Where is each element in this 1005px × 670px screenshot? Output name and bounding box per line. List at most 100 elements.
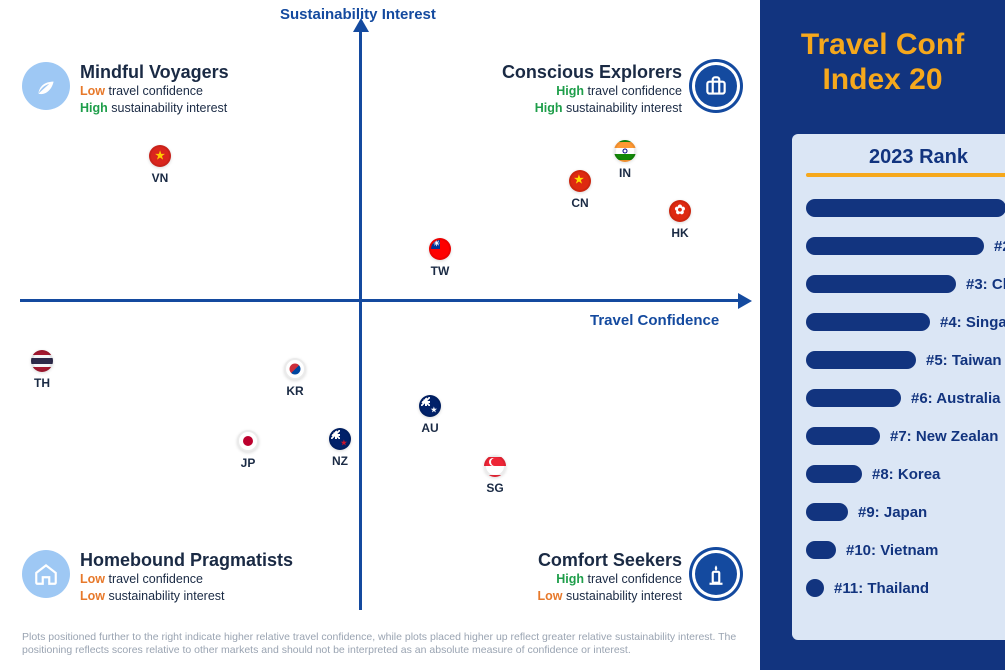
rank-row-1: #1	[806, 189, 1005, 227]
rank-label-4: #4: Singa	[940, 314, 1005, 331]
point-in: IN	[614, 140, 636, 180]
rank-bar-1	[806, 199, 1005, 217]
rank-bar-9	[806, 503, 848, 521]
rank-row-10: #10: Vietnam	[806, 531, 1005, 569]
homebound-title: Homebound Pragmatists	[80, 550, 293, 571]
ranking-rule	[806, 173, 1005, 177]
flag-kr-icon	[284, 358, 306, 380]
ranking-header: 2023 Rank	[806, 146, 1005, 169]
rank-bar-8	[806, 465, 862, 483]
conscious-icon	[692, 62, 740, 110]
quadrant-chart: Sustainability Interest Travel Confidence…	[0, 0, 760, 670]
mindful-sub2: High sustainability interest	[80, 100, 229, 117]
flag-in-icon	[614, 140, 636, 162]
flag-th-icon	[31, 350, 53, 372]
ranking-panel: Travel ConfIndex 20 2023 Rank #1 #2: In #3:…	[760, 0, 1005, 670]
rank-label-3: #3: Chin	[966, 276, 1005, 293]
rank-bar-3	[806, 275, 956, 293]
rank-bar-5	[806, 351, 916, 369]
flag-vn-icon: ★	[149, 145, 171, 167]
mindful-icon	[22, 62, 70, 110]
chart-footnote: Plots positioned further to the right in…	[22, 631, 748, 658]
homebound-sub2: Low sustainability interest	[80, 588, 293, 605]
flag-nz-icon: ★	[329, 428, 351, 450]
conscious-text: Conscious ExplorersHigh travel confidenc…	[502, 62, 682, 117]
point-kr: KR	[284, 358, 306, 398]
rank-label-7: #7: New Zealan	[890, 428, 998, 445]
homebound-sub1: Low travel confidence	[80, 571, 293, 588]
comfort-title: Comfort Seekers	[537, 550, 682, 571]
point-label-cn: CN	[571, 196, 588, 210]
quadrant-mindful: Mindful VoyagersLow travel confidenceHig…	[22, 62, 229, 117]
flag-jp-icon	[237, 430, 259, 452]
rank-bar-2	[806, 237, 984, 255]
conscious-title: Conscious Explorers	[502, 62, 682, 83]
x-axis-arrow	[738, 293, 752, 309]
point-hk: ✿ HK	[669, 200, 691, 240]
x-axis	[20, 299, 740, 302]
flag-tw-icon: ☀	[429, 238, 451, 260]
point-label-vn: VN	[152, 171, 169, 185]
rank-label-5: #5: Taiwan	[926, 352, 1002, 369]
rank-bar-10	[806, 541, 836, 559]
rank-row-3: #3: Chin	[806, 265, 1005, 303]
rank-label-9: #9: Japan	[858, 504, 927, 521]
mindful-title: Mindful Voyagers	[80, 62, 229, 83]
rank-label-11: #11: Thailand	[834, 580, 929, 597]
rank-row-11: #11: Thailand	[806, 569, 1005, 607]
side-title: Travel ConfIndex 20	[760, 28, 1005, 97]
point-nz: ★ NZ	[329, 428, 351, 468]
rank-bar-11	[806, 579, 824, 597]
point-label-hk: HK	[671, 226, 688, 240]
rank-bar-7	[806, 427, 880, 445]
point-label-nz: NZ	[332, 454, 348, 468]
rank-row-8: #8: Korea	[806, 455, 1005, 493]
quadrant-homebound: Homebound PragmatistsLow travel confiden…	[22, 550, 293, 605]
flag-cn-icon: ★	[569, 170, 591, 192]
rank-row-5: #5: Taiwan	[806, 341, 1005, 379]
conscious-sub1: High travel confidence	[502, 83, 682, 100]
flag-hk-icon: ✿	[669, 200, 691, 222]
x-axis-label: Travel Confidence	[590, 312, 719, 329]
point-label-in: IN	[619, 166, 631, 180]
rank-label-10: #10: Vietnam	[846, 542, 938, 559]
flag-au-icon: ★	[419, 395, 441, 417]
flag-sg-icon	[484, 455, 506, 477]
point-label-au: AU	[421, 421, 438, 435]
rank-label-6: #6: Australia	[911, 390, 1001, 407]
point-cn: ★ CN	[569, 170, 591, 210]
point-tw: ☀ TW	[429, 238, 451, 278]
rank-label-8: #8: Korea	[872, 466, 940, 483]
quadrant-comfort: Comfort SeekersHigh travel confidenceLow…	[537, 550, 740, 605]
homebound-text: Homebound PragmatistsLow travel confiden…	[80, 550, 293, 605]
comfort-sub1: High travel confidence	[537, 571, 682, 588]
rank-row-9: #9: Japan	[806, 493, 1005, 531]
point-au: ★ AU	[419, 395, 441, 435]
comfort-sub2: Low sustainability interest	[537, 588, 682, 605]
quadrant-conscious: Conscious ExplorersHigh travel confidenc…	[502, 62, 740, 117]
rank-row-7: #7: New Zealan	[806, 417, 1005, 455]
mindful-text: Mindful VoyagersLow travel confidenceHig…	[80, 62, 229, 117]
mindful-sub1: Low travel confidence	[80, 83, 229, 100]
rank-row-2: #2: In	[806, 227, 1005, 265]
rank-row-4: #4: Singa	[806, 303, 1005, 341]
homebound-icon	[22, 550, 70, 598]
point-sg: SG	[484, 455, 506, 495]
point-vn: ★ VN	[149, 145, 171, 185]
ranking-card: 2023 Rank #1 #2: In #3: Chin #4: Singa #5: T…	[792, 134, 1005, 640]
point-label-kr: KR	[286, 384, 303, 398]
y-axis	[359, 30, 362, 610]
point-label-sg: SG	[486, 481, 503, 495]
point-jp: JP	[237, 430, 259, 470]
rank-bar-4	[806, 313, 930, 331]
rank-bar-6	[806, 389, 901, 407]
rank-row-6: #6: Australia	[806, 379, 1005, 417]
point-label-tw: TW	[431, 264, 450, 278]
point-label-th: TH	[34, 376, 50, 390]
y-axis-label: Sustainability Interest	[280, 6, 436, 23]
comfort-text: Comfort SeekersHigh travel confidenceLow…	[537, 550, 682, 605]
conscious-sub2: High sustainability interest	[502, 100, 682, 117]
comfort-icon	[692, 550, 740, 598]
point-th: TH	[31, 350, 53, 390]
rank-label-2: #2: In	[994, 238, 1005, 255]
